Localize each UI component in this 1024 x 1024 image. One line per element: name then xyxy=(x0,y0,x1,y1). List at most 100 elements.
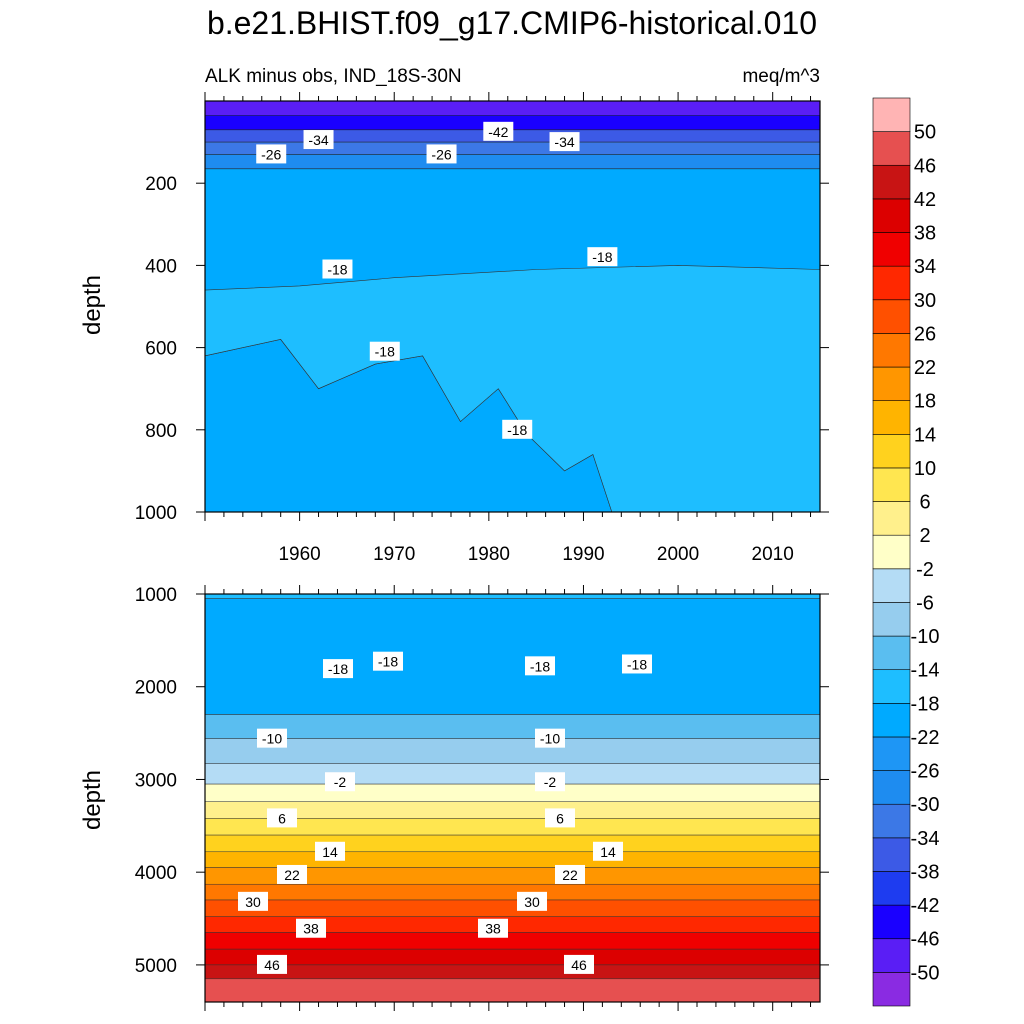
contour-region xyxy=(204,964,821,980)
lower-axes: 1000 2000 3000 4000 5000 xyxy=(135,585,829,1011)
lower-contour-plot: -18 -18 -18 -18 -10 -10 -2 -2 6 6 14 14 22 22 30 30 38 38… xyxy=(204,593,821,1003)
colorbar-tick-label: 18 xyxy=(914,391,936,413)
contour-region xyxy=(204,598,821,715)
colorbar-tick-label: 50 xyxy=(914,122,936,144)
colorbar-swatch xyxy=(872,837,911,872)
contour-label: 22 xyxy=(277,864,307,884)
contour-label: -34 xyxy=(549,132,580,152)
contour-region xyxy=(204,265,821,513)
x-tick-label: 1980 xyxy=(468,544,510,565)
y-tick-label: 200 xyxy=(145,174,177,195)
colorbar-swatch xyxy=(872,265,911,301)
colorbar-tick-label: 22 xyxy=(914,357,936,379)
svg-text:38: 38 xyxy=(485,921,501,937)
svg-text:6: 6 xyxy=(556,810,564,826)
colorbar-tick-label: -10 xyxy=(911,626,940,648)
contour-label: -2 xyxy=(535,772,565,792)
svg-text:-42: -42 xyxy=(488,124,508,140)
colorbar-swatch xyxy=(872,938,911,973)
upper-y-axis-label: depth xyxy=(79,275,106,335)
svg-text:-2: -2 xyxy=(544,774,557,790)
contour-label: 38 xyxy=(478,918,508,938)
svg-text:46: 46 xyxy=(264,957,280,973)
x-tick-label: 2000 xyxy=(657,544,699,565)
svg-text:-18: -18 xyxy=(627,656,647,672)
svg-text:-26: -26 xyxy=(261,146,281,162)
chart-title: b.e21.BHIST.f09_g17.CMIP6-historical.010 xyxy=(207,5,817,41)
colorbar-swatch xyxy=(872,232,911,267)
upper-units-label: meq/m^3 xyxy=(742,66,820,87)
colorbar-tick-label: 14 xyxy=(914,424,936,446)
colorbar-tick-label: -30 xyxy=(911,794,940,816)
svg-text:14: 14 xyxy=(322,844,338,860)
svg-text:6: 6 xyxy=(278,810,286,826)
contour-label: 6 xyxy=(267,808,297,828)
contour-region xyxy=(204,593,821,599)
svg-text:-18: -18 xyxy=(328,661,348,677)
colorbar-swatch xyxy=(872,972,911,1007)
colorbar-tick-label: -14 xyxy=(911,660,940,682)
colorbar-swatch xyxy=(872,467,911,502)
contour-label: -2 xyxy=(325,772,355,792)
colorbar-tick-label: -18 xyxy=(911,693,940,715)
contour-label: 30 xyxy=(238,891,268,911)
contour-label: 6 xyxy=(545,808,575,828)
colorbar-swatch xyxy=(872,97,911,132)
svg-text:-34: -34 xyxy=(554,134,574,150)
y-tick-label: 1000 xyxy=(135,503,177,524)
svg-text:-2: -2 xyxy=(334,774,347,790)
contour-label: 14 xyxy=(315,841,345,861)
x-tick-label: 2010 xyxy=(752,544,794,565)
svg-text:-18: -18 xyxy=(507,422,527,438)
colorbar-tick-label: -26 xyxy=(911,761,940,783)
svg-text:30: 30 xyxy=(245,894,261,910)
colorbar-tick-label: -2 xyxy=(916,559,934,581)
contour-label: -18 xyxy=(373,651,403,671)
contour-label: -10 xyxy=(257,728,287,748)
y-tick-label: 3000 xyxy=(135,770,177,791)
contour-region xyxy=(205,101,820,116)
contour-label: -18 xyxy=(369,341,400,361)
colorbar-tick-label: -50 xyxy=(911,962,940,984)
contour-label: -18 xyxy=(323,659,353,679)
colorbar-swatch xyxy=(872,703,911,738)
colorbar-swatch xyxy=(872,871,911,906)
contour-label: 46 xyxy=(564,954,594,974)
contour-label: -26 xyxy=(426,144,457,164)
svg-text:38: 38 xyxy=(303,921,319,937)
colorbar-swatch xyxy=(872,534,911,570)
plot-frame xyxy=(204,593,821,1003)
colorbar-tick-label: -46 xyxy=(911,929,940,951)
colorbar-swatch xyxy=(872,333,911,368)
contour-region xyxy=(204,899,821,917)
svg-text:-10: -10 xyxy=(540,731,560,747)
contour-region xyxy=(204,978,821,1003)
colorbar: -50-46-42-38-34-30-26-22-18-14-10-6-2261… xyxy=(872,97,940,1007)
contour-label: -34 xyxy=(303,130,334,150)
svg-text:14: 14 xyxy=(600,844,616,860)
colorbar-tick-label: -34 xyxy=(911,828,940,850)
y-tick-label: 1000 xyxy=(135,585,177,606)
colorbar-swatch xyxy=(872,904,911,940)
colorbar-tick-label: 30 xyxy=(914,290,936,312)
colorbar-swatch xyxy=(872,299,911,334)
colorbar-swatch xyxy=(872,366,911,401)
contour-region xyxy=(204,714,821,739)
contour-label: 22 xyxy=(555,864,585,884)
contour-label: 30 xyxy=(517,891,547,911)
colorbar-tick-label: 6 xyxy=(919,492,930,514)
x-tick-label: 1970 xyxy=(373,544,415,565)
colorbar-swatch xyxy=(872,568,911,603)
x-tick-label: 1990 xyxy=(562,544,604,565)
colorbar-tick-label: 26 xyxy=(914,323,936,345)
colorbar-tick-label: 10 xyxy=(914,458,936,480)
y-tick-label: 5000 xyxy=(135,956,177,977)
svg-text:-18: -18 xyxy=(378,654,398,670)
colorbar-swatch xyxy=(872,198,911,233)
svg-text:-34: -34 xyxy=(308,132,328,148)
colorbar-swatch xyxy=(872,433,911,469)
contour-region xyxy=(205,154,820,169)
x-tick-label: 1960 xyxy=(278,544,320,565)
plot-frame xyxy=(204,100,821,513)
colorbar-tick-label: -6 xyxy=(916,592,934,614)
